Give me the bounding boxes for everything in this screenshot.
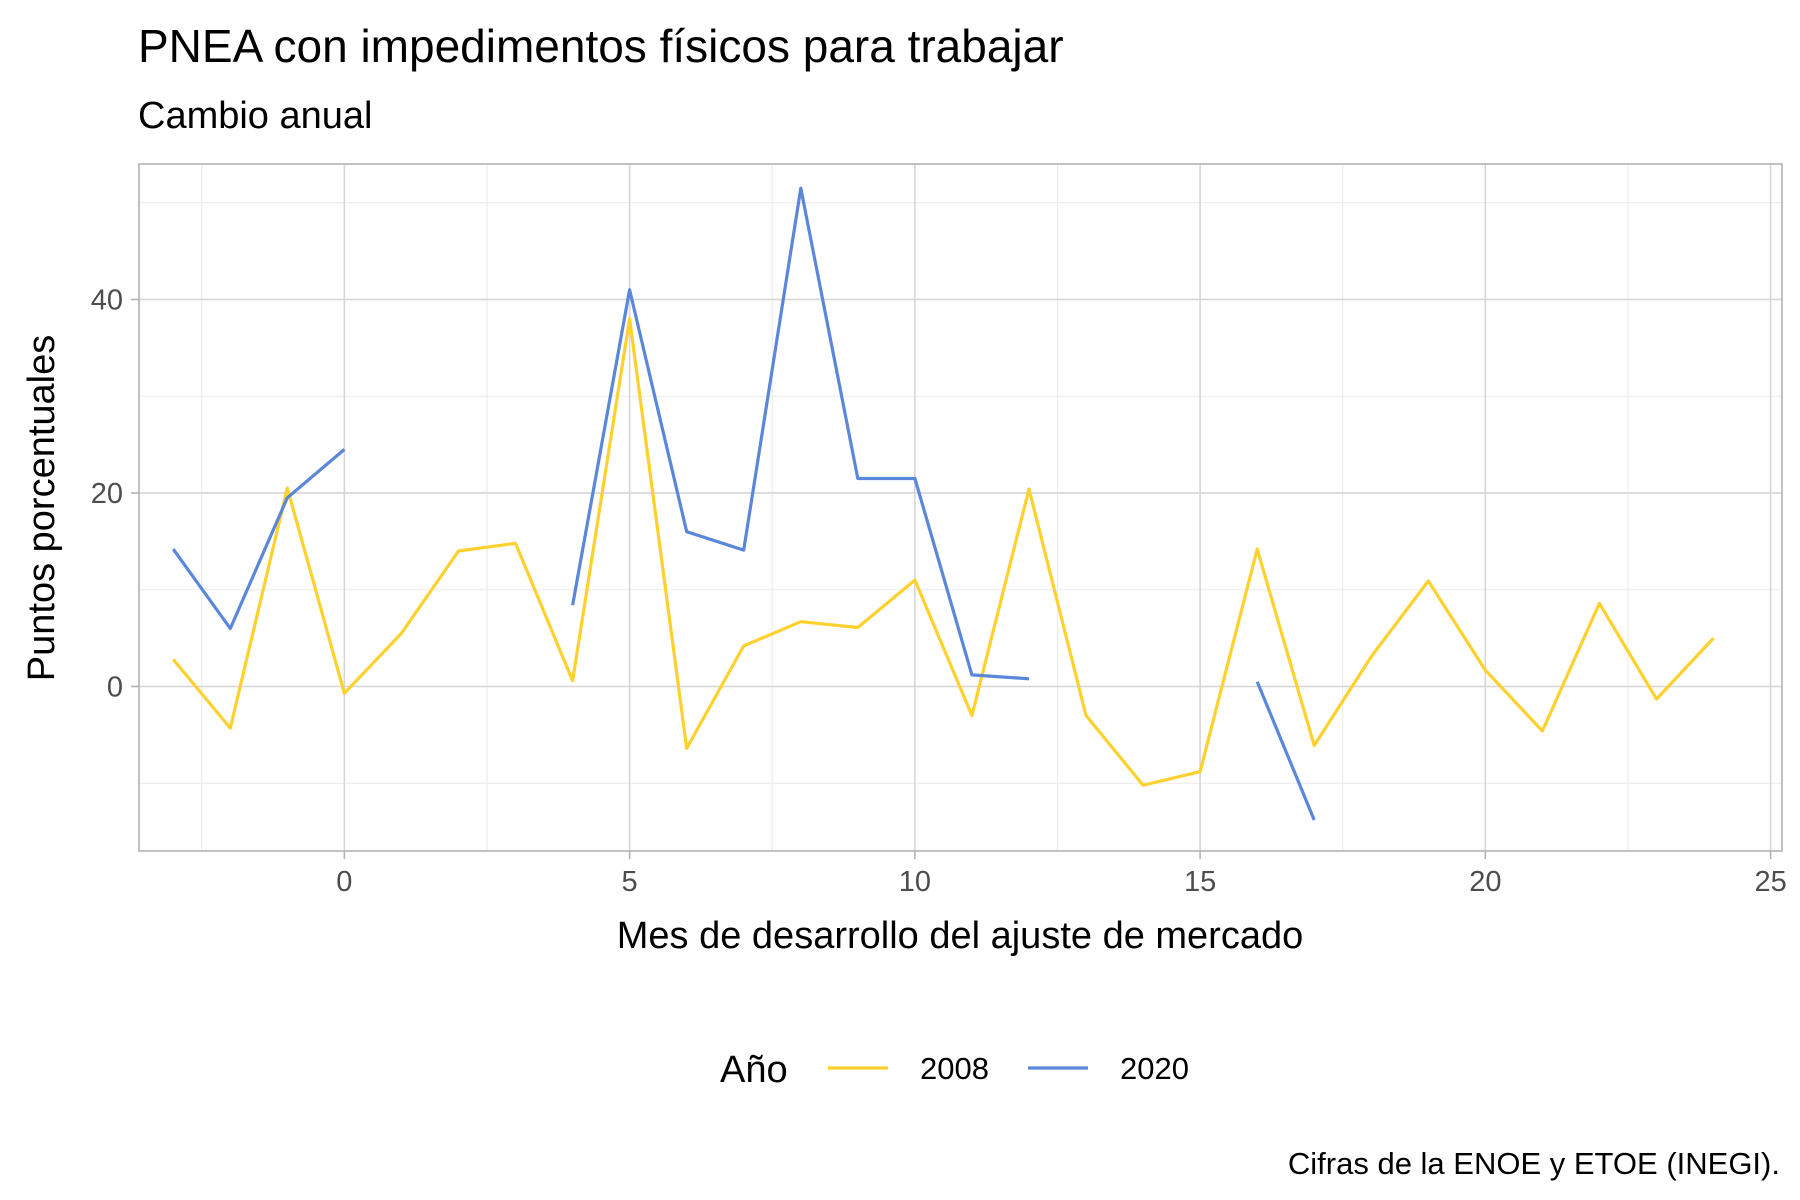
series-layer (171, 186, 1715, 821)
y-tick-label: 0 (107, 672, 123, 704)
minor-gridlines (139, 164, 1782, 851)
y-axis-title: Puntos porcentuales (21, 335, 63, 681)
legend-label-2008: 2008 (920, 1051, 989, 1086)
x-axis-title: Mes de desarrollo del ajuste de mercado (617, 915, 1304, 957)
chart-caption: Cifras de la ENOE y ETOE (INEGI). (1288, 1146, 1780, 1181)
x-tick-label: 15 (1184, 866, 1216, 898)
x-tick-label: 0 (336, 866, 352, 898)
y-tick-label: 20 (91, 478, 123, 510)
x-tick-label: 10 (899, 866, 931, 898)
legend: Año 2008 2020 (720, 1049, 1189, 1091)
series-line-2008-segment-1 (171, 317, 1715, 787)
major-gridlines (139, 164, 1782, 851)
y-axis-ticks: 0 20 40 (91, 284, 139, 704)
series-line-2020-segment-1 (171, 448, 346, 631)
legend-items: 2008 2020 (828, 1051, 1189, 1086)
x-axis-ticks: 0 5 10 15 20 25 (336, 851, 1787, 898)
series-line-2020-segment-3 (1255, 681, 1316, 821)
series-line-2020-segment-2 (571, 186, 1030, 681)
y-tick-label: 40 (91, 284, 123, 316)
legend-title: Año (720, 1049, 788, 1091)
x-tick-label: 25 (1754, 866, 1786, 898)
x-tick-label: 5 (622, 866, 638, 898)
legend-label-2020: 2020 (1120, 1051, 1189, 1086)
x-tick-label: 20 (1469, 866, 1501, 898)
chart-subtitle: Cambio anual (138, 95, 372, 137)
plot-panel-border (138, 163, 1783, 852)
chart-title: PNEA con impedimentos físicos para traba… (138, 20, 1064, 72)
